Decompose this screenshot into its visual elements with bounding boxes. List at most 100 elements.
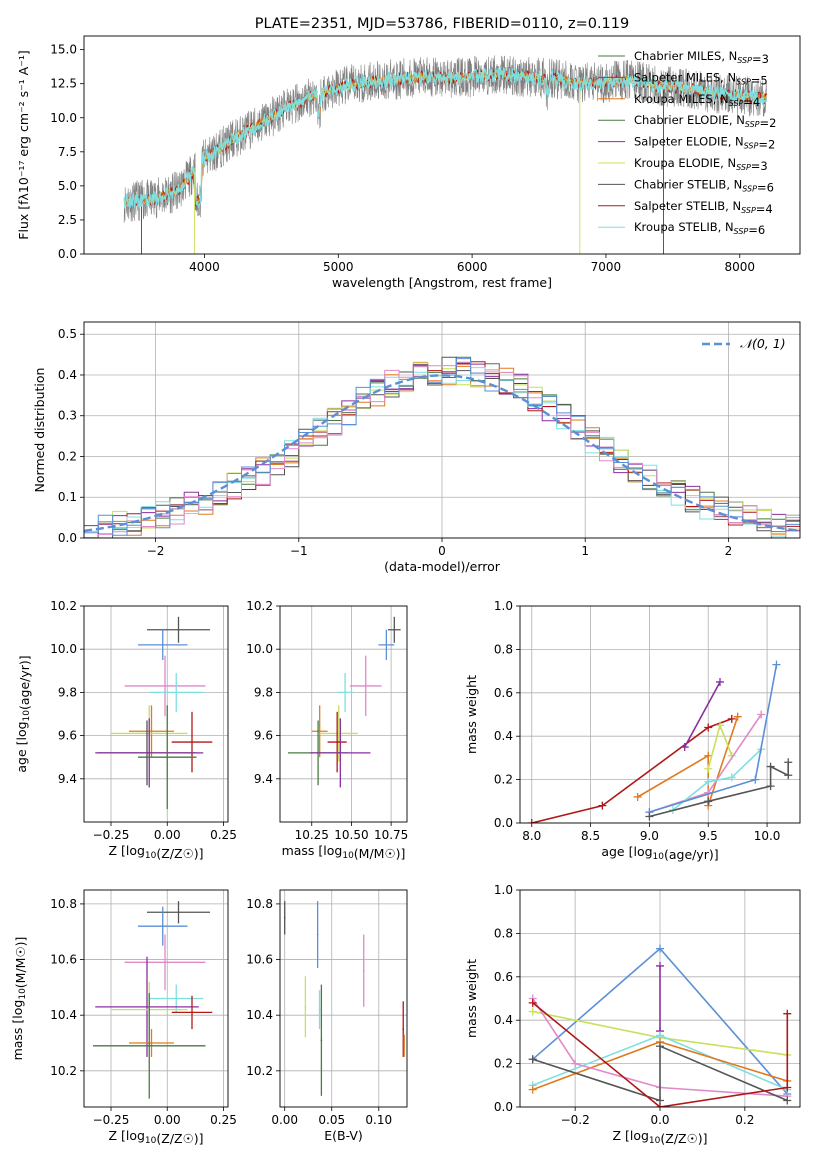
y-tick-label: 10.0	[50, 111, 77, 125]
x-tick-label: 8000	[725, 260, 756, 274]
y-tick-label: 10.6	[50, 953, 77, 967]
axes-frame	[279, 889, 408, 1108]
legend-label: Salpeter ELODIE, NSSP=2	[634, 135, 775, 152]
x-tick-label: 0.10	[365, 1113, 392, 1127]
plot-area	[84, 322, 800, 538]
weight-marker	[784, 771, 793, 780]
weight-marker	[704, 777, 713, 786]
data-point	[148, 751, 151, 754]
weight-marker	[783, 1009, 792, 1018]
weight-marker	[751, 775, 760, 784]
data-point	[191, 1011, 193, 1014]
weight-marker	[766, 762, 775, 771]
x-axis-label: (data-model)/error	[384, 559, 501, 574]
x-tick-label: −0.25	[93, 1113, 130, 1127]
legend-label: Chabrier MILES, NSSP=3	[634, 49, 769, 66]
y-tick-label: 0.0	[494, 816, 513, 830]
weight-marker	[733, 712, 742, 721]
weight-marker	[704, 764, 713, 773]
x-tick-label: 0.25	[210, 828, 237, 842]
age-vs-Z-panel: −0.25 0.00 0.25 9.4 9.6 9.8 10.0 10.2 Z [log10(Z…	[14, 599, 237, 861]
weight-marker	[528, 998, 537, 1007]
weight-vs-age-panel: 8.0 8.5 9.0 9.5 10.0 0.0 0.2 0.4 0.6 0.8 1.0 age [l…	[464, 599, 801, 862]
y-tick-label: 10.8	[50, 897, 77, 911]
legend-label: Chabrier STELIB, NSSP=6	[634, 177, 774, 194]
spectrum-line	[123, 66, 767, 209]
axes-frame	[279, 605, 408, 823]
weight-marker	[727, 714, 736, 723]
data-point	[393, 628, 396, 631]
y-tick-label: 9.8	[58, 685, 77, 699]
weight-marker	[757, 710, 766, 719]
y-axis-label: Flux [fλ10⁻¹⁷ erg cm⁻² s⁻¹ A⁻¹]	[16, 50, 31, 239]
x-tick-label: 0.2	[735, 1113, 754, 1127]
histogram-step	[84, 358, 800, 536]
y-axis-label: age [log10(age/yr)]	[14, 655, 32, 772]
y-tick-label: 0.0	[58, 531, 77, 545]
y-tick-label: 0.5	[58, 327, 77, 341]
y-axis-label: mass weight	[464, 675, 479, 754]
y-tick-label: 0.0	[58, 247, 77, 261]
y-tick-label: 0.2	[494, 773, 513, 787]
weight-marker	[633, 792, 642, 801]
data-point	[177, 628, 180, 631]
y-tick-label: 10.2	[246, 1064, 273, 1078]
y-tick-label: 1.0	[494, 599, 513, 613]
weight-line	[672, 748, 762, 811]
x-tick-label: −1	[290, 544, 308, 558]
weight-line	[532, 1044, 788, 1102]
x-tick-label: −2	[147, 544, 165, 558]
x-axis-label: wavelength [Angstrom, rest frame]	[332, 275, 552, 290]
data-point	[403, 1044, 406, 1047]
y-tick-label: 0.4	[58, 368, 77, 382]
y-tick-label: 2.5	[58, 213, 77, 227]
x-tick-label: 0	[438, 544, 446, 558]
weight-marker	[528, 1085, 537, 1094]
data-point	[177, 911, 180, 914]
weight-marker	[680, 743, 689, 752]
axes-frame	[83, 605, 229, 823]
axes-frame	[519, 889, 801, 1108]
weight-marker	[766, 782, 775, 791]
x-axis-label: Z [log10(Z/Z☉)]	[108, 1128, 203, 1146]
data-point	[175, 691, 178, 694]
x-tick-label: 4000	[189, 260, 220, 274]
x-tick-label: 2	[725, 544, 733, 558]
weight-marker	[656, 944, 664, 953]
axes-frame	[83, 889, 229, 1108]
mass-vs-Z-panel: −0.25 0.00 0.25 10.2 10.4 10.6 10.8 Z [log10(Z/…	[10, 889, 237, 1146]
weight-marker	[716, 677, 724, 686]
legend-label: Kroupa STELIB, NSSP=6	[634, 220, 765, 237]
weight-marker	[528, 1055, 537, 1064]
y-tick-label: 10.2	[246, 599, 273, 613]
plot-area	[123, 55, 767, 254]
x-tick-label: 1	[581, 544, 589, 558]
legend-label: Salpeter STELIB, NSSP=4	[634, 199, 773, 216]
weight-marker	[656, 1042, 664, 1051]
x-axis-label: age [log10(age/yr)]	[601, 844, 718, 862]
y-tick-label: 0.8	[494, 926, 513, 940]
y-axis-label: mass weight	[464, 959, 479, 1038]
x-tick-label: 6000	[457, 260, 488, 274]
y-tick-label: 9.6	[254, 729, 273, 743]
weight-marker	[704, 723, 713, 732]
plot-area	[280, 890, 407, 1107]
data-point	[166, 756, 169, 759]
weight-marker	[704, 797, 713, 806]
axes-frame	[83, 35, 801, 255]
data-point	[146, 1005, 148, 1008]
weight-marker	[656, 961, 664, 970]
axes-frame	[83, 321, 801, 539]
y-tick-label: 10.2	[50, 599, 77, 613]
y-tick-label: 0.6	[494, 970, 513, 984]
x-tick-label: 10.0	[754, 829, 781, 843]
plot-area	[520, 606, 800, 823]
x-tick-label: 8.0	[522, 829, 541, 843]
y-tick-label: 9.6	[58, 729, 77, 743]
weight-marker	[528, 1007, 537, 1016]
legend-label: Chabrier ELODIE, NSSP=2	[634, 113, 776, 130]
data-point	[337, 732, 340, 735]
y-tick-label: 9.8	[254, 685, 273, 699]
mass-vs-ebv-panel: 0.00 0.05 0.10 10.2 10.4 10.6 10.8 E(B-V)	[246, 889, 408, 1143]
plot-area	[84, 890, 228, 1107]
